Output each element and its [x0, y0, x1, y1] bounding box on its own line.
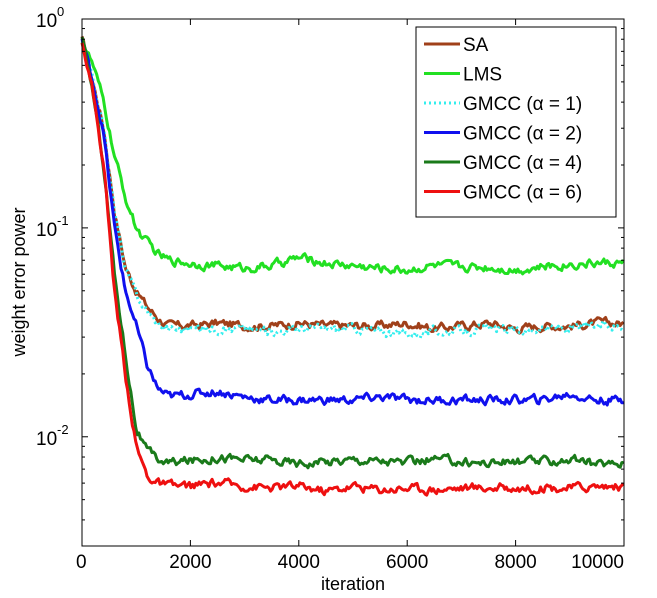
legend-label-5: GMCC (α = 6) — [463, 183, 582, 204]
y-axis-label: weight error power — [9, 207, 29, 357]
x-tick-label: 2000 — [169, 552, 211, 573]
y-tick-label-exponent: -1 — [57, 213, 69, 228]
legend-box — [415, 26, 617, 218]
legend-label-4: GMCC (α = 4) — [463, 153, 582, 174]
y-tick-label-base: 10 — [36, 429, 57, 450]
x-axis-label: iteration — [321, 574, 385, 594]
legend: SA LMS GMCC (α = 1) GMCC (α = 2) GMCC (α = 4… — [415, 26, 617, 218]
legend-label-0: SA — [463, 35, 489, 56]
y-tick-label-base: 10 — [36, 220, 57, 241]
legend-label-2: GMCC (α = 1) — [463, 94, 582, 115]
x-tick-label: 0 — [76, 552, 87, 573]
series-line-1 — [80, 41, 625, 276]
series-line-5 — [80, 42, 625, 497]
x-tick-label: 10000 — [571, 552, 624, 573]
x-tick-label: 8000 — [494, 552, 536, 573]
y-tick-label-exponent: 0 — [57, 4, 64, 19]
series-line-4 — [80, 36, 624, 470]
x-tick-label: 6000 — [386, 552, 428, 573]
legend-label-3: GMCC (α = 2) — [463, 124, 582, 145]
legend-label-1: LMS — [463, 65, 502, 86]
series-layer — [80, 35, 625, 497]
y-tick-label-base: 10 — [36, 11, 57, 32]
y-tick-label-exponent: -2 — [57, 422, 69, 437]
plot-area — [81, 18, 625, 547]
series-line-2 — [80, 39, 625, 340]
x-tick-label: 4000 — [278, 552, 320, 573]
series-line-0 — [80, 35, 625, 335]
series-line-3 — [80, 38, 624, 407]
